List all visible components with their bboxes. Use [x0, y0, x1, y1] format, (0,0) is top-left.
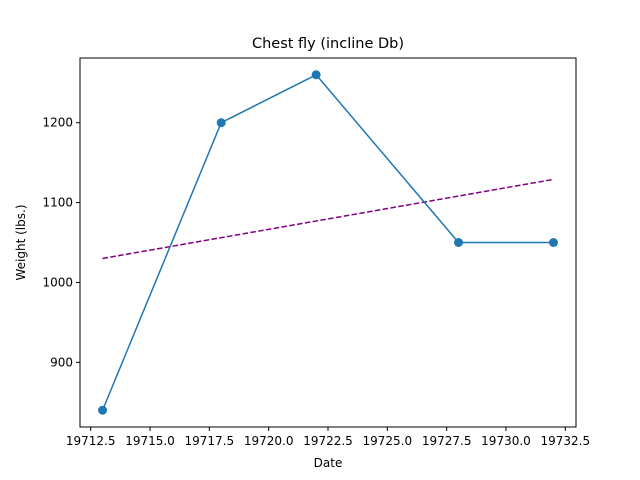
y-tick-label: 1000 — [42, 275, 73, 289]
x-tick-label: 19732.5 — [541, 434, 591, 448]
x-tick-label: 19725.0 — [363, 434, 413, 448]
x-tick-label: 19722.5 — [303, 434, 353, 448]
x-tick-label: 19720.0 — [244, 434, 294, 448]
y-tick-label: 1100 — [42, 196, 73, 210]
axis-ticks: 19712.5 19715.0 19717.5 19720.0 19722.5 19725… — [42, 116, 590, 448]
x-tick-label: 19730.0 — [481, 434, 531, 448]
data-point — [548, 238, 558, 247]
plot-area — [98, 70, 558, 415]
y-tick-label: 1200 — [42, 116, 73, 130]
trend-line — [102, 178, 554, 260]
y-axis-label: Weight (lbs.) — [14, 204, 28, 280]
x-tick-label: 19712.5 — [66, 434, 116, 448]
y-tick-label: 900 — [50, 355, 73, 369]
data-point — [98, 405, 108, 415]
data-point — [454, 238, 464, 247]
x-tick-label: 19727.5 — [422, 434, 472, 448]
x-tick-label: 19717.5 — [185, 434, 235, 448]
data-point — [216, 118, 226, 128]
x-axis-label: Date — [314, 456, 343, 470]
chart-title: Chest fly (incline Db) — [252, 36, 404, 52]
data-point — [311, 70, 321, 80]
x-tick-label: 19715.0 — [125, 434, 175, 448]
